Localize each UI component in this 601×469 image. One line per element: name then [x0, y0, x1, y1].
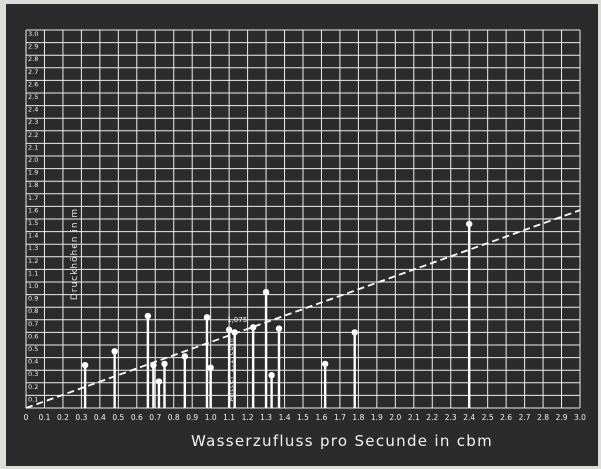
x-tick-label: 2.8 — [537, 413, 549, 422]
y-axis-label: Druckhöhen in m — [70, 208, 80, 300]
y-tick-label: 0.7 — [28, 320, 38, 328]
x-tick-label: 2.2 — [426, 413, 438, 422]
y-tick-label: 2.4 — [28, 106, 38, 114]
x-tick-label: 0.4 — [94, 413, 106, 422]
data-point — [155, 378, 163, 385]
y-tick-label: 1.7 — [28, 194, 38, 202]
y-tick-label: 0.4 — [28, 358, 38, 366]
chart-svg: 0.1 0.2 0.3 0.4 0.5 0.6 0.7 0.8 0.9 1.0 1.1 1.2 1.3 1… — [24, 29, 587, 450]
y-tick-label: 0.9 — [28, 295, 38, 303]
data-point — [262, 288, 270, 296]
y-tick-label: 3.0 — [28, 30, 38, 38]
x-tick-label: 1.2 — [242, 413, 254, 422]
data-point — [249, 324, 257, 331]
data-point — [111, 348, 118, 355]
data-point — [81, 361, 89, 369]
data-point — [351, 329, 358, 336]
y-tick-label: 2.0 — [28, 156, 38, 164]
x-tick-label: 1.8 — [352, 413, 364, 422]
x-tick-label: 1.9 — [371, 413, 383, 422]
y-tick-labels: 0.1 0.2 0.3 0.4 0.5 0.6 0.7 0.8 0.9 1.0 1.1 1.2 1.3 1… — [28, 30, 38, 403]
y-tick-label: 2.6 — [28, 80, 38, 88]
y-tick-label: 0.5 — [28, 345, 38, 353]
x-tick-label: 2.1 — [408, 413, 420, 422]
y-tick-label: 1.3 — [28, 244, 38, 252]
x-tick-label: 0 — [24, 413, 29, 422]
data-point — [203, 314, 211, 321]
trend-line-dashed — [25, 209, 581, 409]
annotation-value: 1,075 — [227, 316, 247, 324]
y-tick-label: 1.5 — [28, 219, 38, 227]
data-point — [225, 326, 233, 334]
x-tick-label: 2.3 — [445, 413, 457, 422]
x-axis-label: Wasserzufluss pro Secunde in cbm — [191, 432, 493, 450]
data-point — [275, 325, 283, 332]
x-tick-label: 1.4 — [279, 413, 291, 422]
data-point — [181, 353, 189, 360]
grid — [25, 29, 581, 409]
x-tick-label: 0.8 — [168, 413, 180, 422]
trend-line — [25, 209, 581, 409]
x-tick-label: 2.9 — [556, 413, 568, 422]
y-tick-label: 2.7 — [28, 68, 38, 76]
y-tick-label: 2.5 — [28, 93, 38, 101]
y-tick-label: 2.8 — [28, 55, 38, 63]
x-tick-label: 0.3 — [75, 413, 87, 422]
data-point — [161, 360, 168, 368]
x-tick-label: 1.6 — [315, 413, 327, 422]
data-point — [207, 364, 214, 371]
x-tick-label: 2.4 — [463, 413, 475, 422]
y-tick-label: 2.1 — [28, 143, 38, 151]
x-tick-labels: 0 0.1 0.2 0.3 0.4 0.5 0.6 0.7 0.8 0.9 1.0 1.1 1.2 1.3… — [24, 413, 587, 422]
annotation-mean: Mittel 1.1 cbm — [227, 337, 235, 401]
y-tick-label: 1.8 — [28, 181, 38, 189]
y-tick-label: 0.6 — [28, 332, 38, 340]
y-tick-label: 1.9 — [28, 169, 38, 177]
y-tick-label: 1.6 — [28, 206, 38, 214]
annotations: 1,075 Mittel 1.1 cbm — [227, 316, 247, 402]
x-tick-label: 3.0 — [574, 413, 586, 422]
data-point — [466, 220, 473, 228]
y-tick-label: 2.2 — [28, 131, 38, 139]
data-point — [321, 360, 329, 368]
x-tick-label: 0.1 — [38, 413, 50, 422]
x-tick-label: 2.6 — [500, 413, 512, 422]
x-tick-label: 1.0 — [205, 413, 217, 422]
x-tick-label: 2.5 — [482, 413, 494, 422]
x-tick-label: 0.6 — [131, 413, 143, 422]
data-point — [268, 372, 275, 379]
x-tick-label: 1.3 — [260, 413, 272, 422]
x-tick-label: 2.7 — [519, 413, 531, 422]
x-tick-label: 1.5 — [297, 413, 309, 422]
x-tick-label: 1.1 — [223, 413, 235, 422]
chart-figure: 0.1 0.2 0.3 0.4 0.5 0.6 0.7 0.8 0.9 1.0 1.1 1.2 1.3 1… — [6, 4, 598, 466]
x-tick-label: 0.2 — [57, 413, 69, 422]
y-tick-label: 2.3 — [28, 118, 38, 126]
y-tick-label: 1.2 — [28, 257, 38, 265]
y-tick-label: 0.1 — [28, 395, 38, 403]
y-tick-label: 0.2 — [28, 383, 38, 391]
data-point — [231, 329, 238, 336]
x-tick-label: 0.5 — [112, 413, 124, 422]
x-tick-label: 1.7 — [334, 413, 346, 422]
x-tick-label: 0.7 — [149, 413, 161, 422]
stems — [81, 220, 473, 408]
y-tick-label: 2.9 — [28, 43, 38, 51]
y-tick-label: 1.0 — [28, 282, 38, 290]
x-tick-label: 0.9 — [186, 413, 198, 422]
y-tick-label: 1.4 — [28, 232, 38, 240]
data-point — [144, 312, 152, 320]
y-tick-label: 0.8 — [28, 307, 38, 315]
x-tick-label: 2.0 — [389, 413, 401, 422]
y-tick-label: 0.3 — [28, 370, 38, 378]
y-tick-label: 1.1 — [28, 269, 38, 277]
